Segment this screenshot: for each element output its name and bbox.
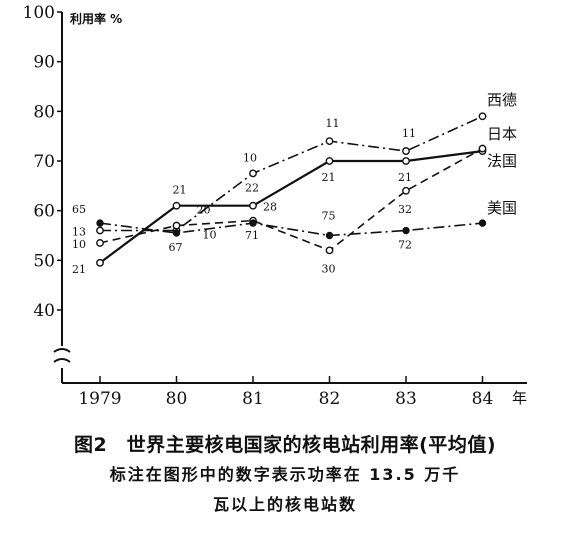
- data-point: [402, 186, 410, 195]
- data-label: 10: [243, 151, 257, 164]
- data-point: [325, 137, 334, 146]
- y-tick-label: 80: [33, 102, 55, 122]
- data-label: 71: [245, 229, 259, 242]
- caption-line-2: 标注在图形中的数字表示功率在 13.5 万千: [109, 465, 461, 484]
- x-tick-label: 84: [472, 389, 494, 409]
- figure-caption: 图2 世界主要核电国家的核电站利用率(平均值) 标注在图形中的数字表示功率在 1…: [0, 430, 570, 520]
- y-tick-label: 70: [33, 152, 55, 172]
- y-tick-label: 100: [23, 3, 55, 23]
- series-line-2: [99, 147, 483, 252]
- y-tick-label: 50: [33, 251, 55, 271]
- series-line-3: [99, 222, 483, 237]
- data-label: 72: [398, 239, 412, 252]
- data-label: 75: [322, 210, 336, 223]
- axis-break-mark: [53, 358, 71, 363]
- data-point: [172, 221, 181, 230]
- data-label: 22: [245, 182, 259, 195]
- series-line-0: [100, 115, 483, 232]
- data-label: 67: [169, 241, 183, 254]
- line-chart: 100 90 80 70 60 50 40 利用率 % 1979 80 81 82 83 84 年 13 10 1…: [23, 3, 527, 409]
- series-label: 法国: [487, 152, 517, 170]
- data-label: 11: [326, 117, 340, 130]
- data-label: 13: [72, 226, 86, 239]
- data-point: [478, 112, 487, 121]
- x-axis-title: 年: [512, 389, 527, 407]
- y-tick-label: 90: [33, 53, 55, 73]
- series-label: 西德: [487, 91, 517, 109]
- data-label: 21: [173, 184, 187, 197]
- x-tick-label: 82: [319, 389, 341, 409]
- axis-break-mark: [53, 348, 71, 353]
- y-axis-title: 利用率 %: [70, 11, 122, 26]
- caption-title: 图2 世界主要核电国家的核电站利用率(平均值): [73, 434, 497, 456]
- series-label: 日本: [487, 125, 517, 143]
- data-point: [96, 239, 104, 247]
- data-point: [325, 157, 334, 165]
- data-point: [325, 231, 334, 240]
- data-label: 21: [72, 263, 86, 276]
- data-point: [96, 258, 104, 267]
- data-label: 10: [72, 238, 86, 251]
- data-point: [96, 219, 104, 227]
- data-label: 21: [322, 171, 336, 184]
- data-label: 11: [402, 127, 416, 140]
- x-tick-label: 81: [242, 389, 264, 409]
- series-line-1: [99, 150, 483, 264]
- caption-line-3: 瓦以上的核电站数: [212, 495, 357, 514]
- x-tick-label: 83: [395, 389, 417, 409]
- data-point: [478, 219, 487, 227]
- data-label: 65: [72, 203, 86, 216]
- series-label: 美国: [487, 199, 517, 217]
- annotation-label: 10: [203, 229, 217, 242]
- data-point: [249, 219, 257, 227]
- data-point: [402, 157, 410, 165]
- data-point: [402, 226, 410, 235]
- data-point: [478, 144, 487, 153]
- data-point: [249, 169, 257, 178]
- data-point: [172, 229, 181, 237]
- y-tick-label: 60: [33, 202, 55, 222]
- data-label: 20: [197, 204, 211, 217]
- y-tick-label: 40: [33, 301, 55, 321]
- data-label: 30: [322, 262, 336, 275]
- x-tick-label: 80: [166, 389, 188, 409]
- data-point: [325, 246, 334, 255]
- data-label: 28: [263, 201, 277, 214]
- data-point: [172, 201, 181, 210]
- data-point: [402, 147, 410, 155]
- data-point: [96, 226, 104, 235]
- data-label: 21: [398, 171, 412, 184]
- x-tick-label: 1979: [78, 389, 121, 409]
- data-label: 32: [398, 203, 412, 216]
- data-point: [249, 201, 257, 210]
